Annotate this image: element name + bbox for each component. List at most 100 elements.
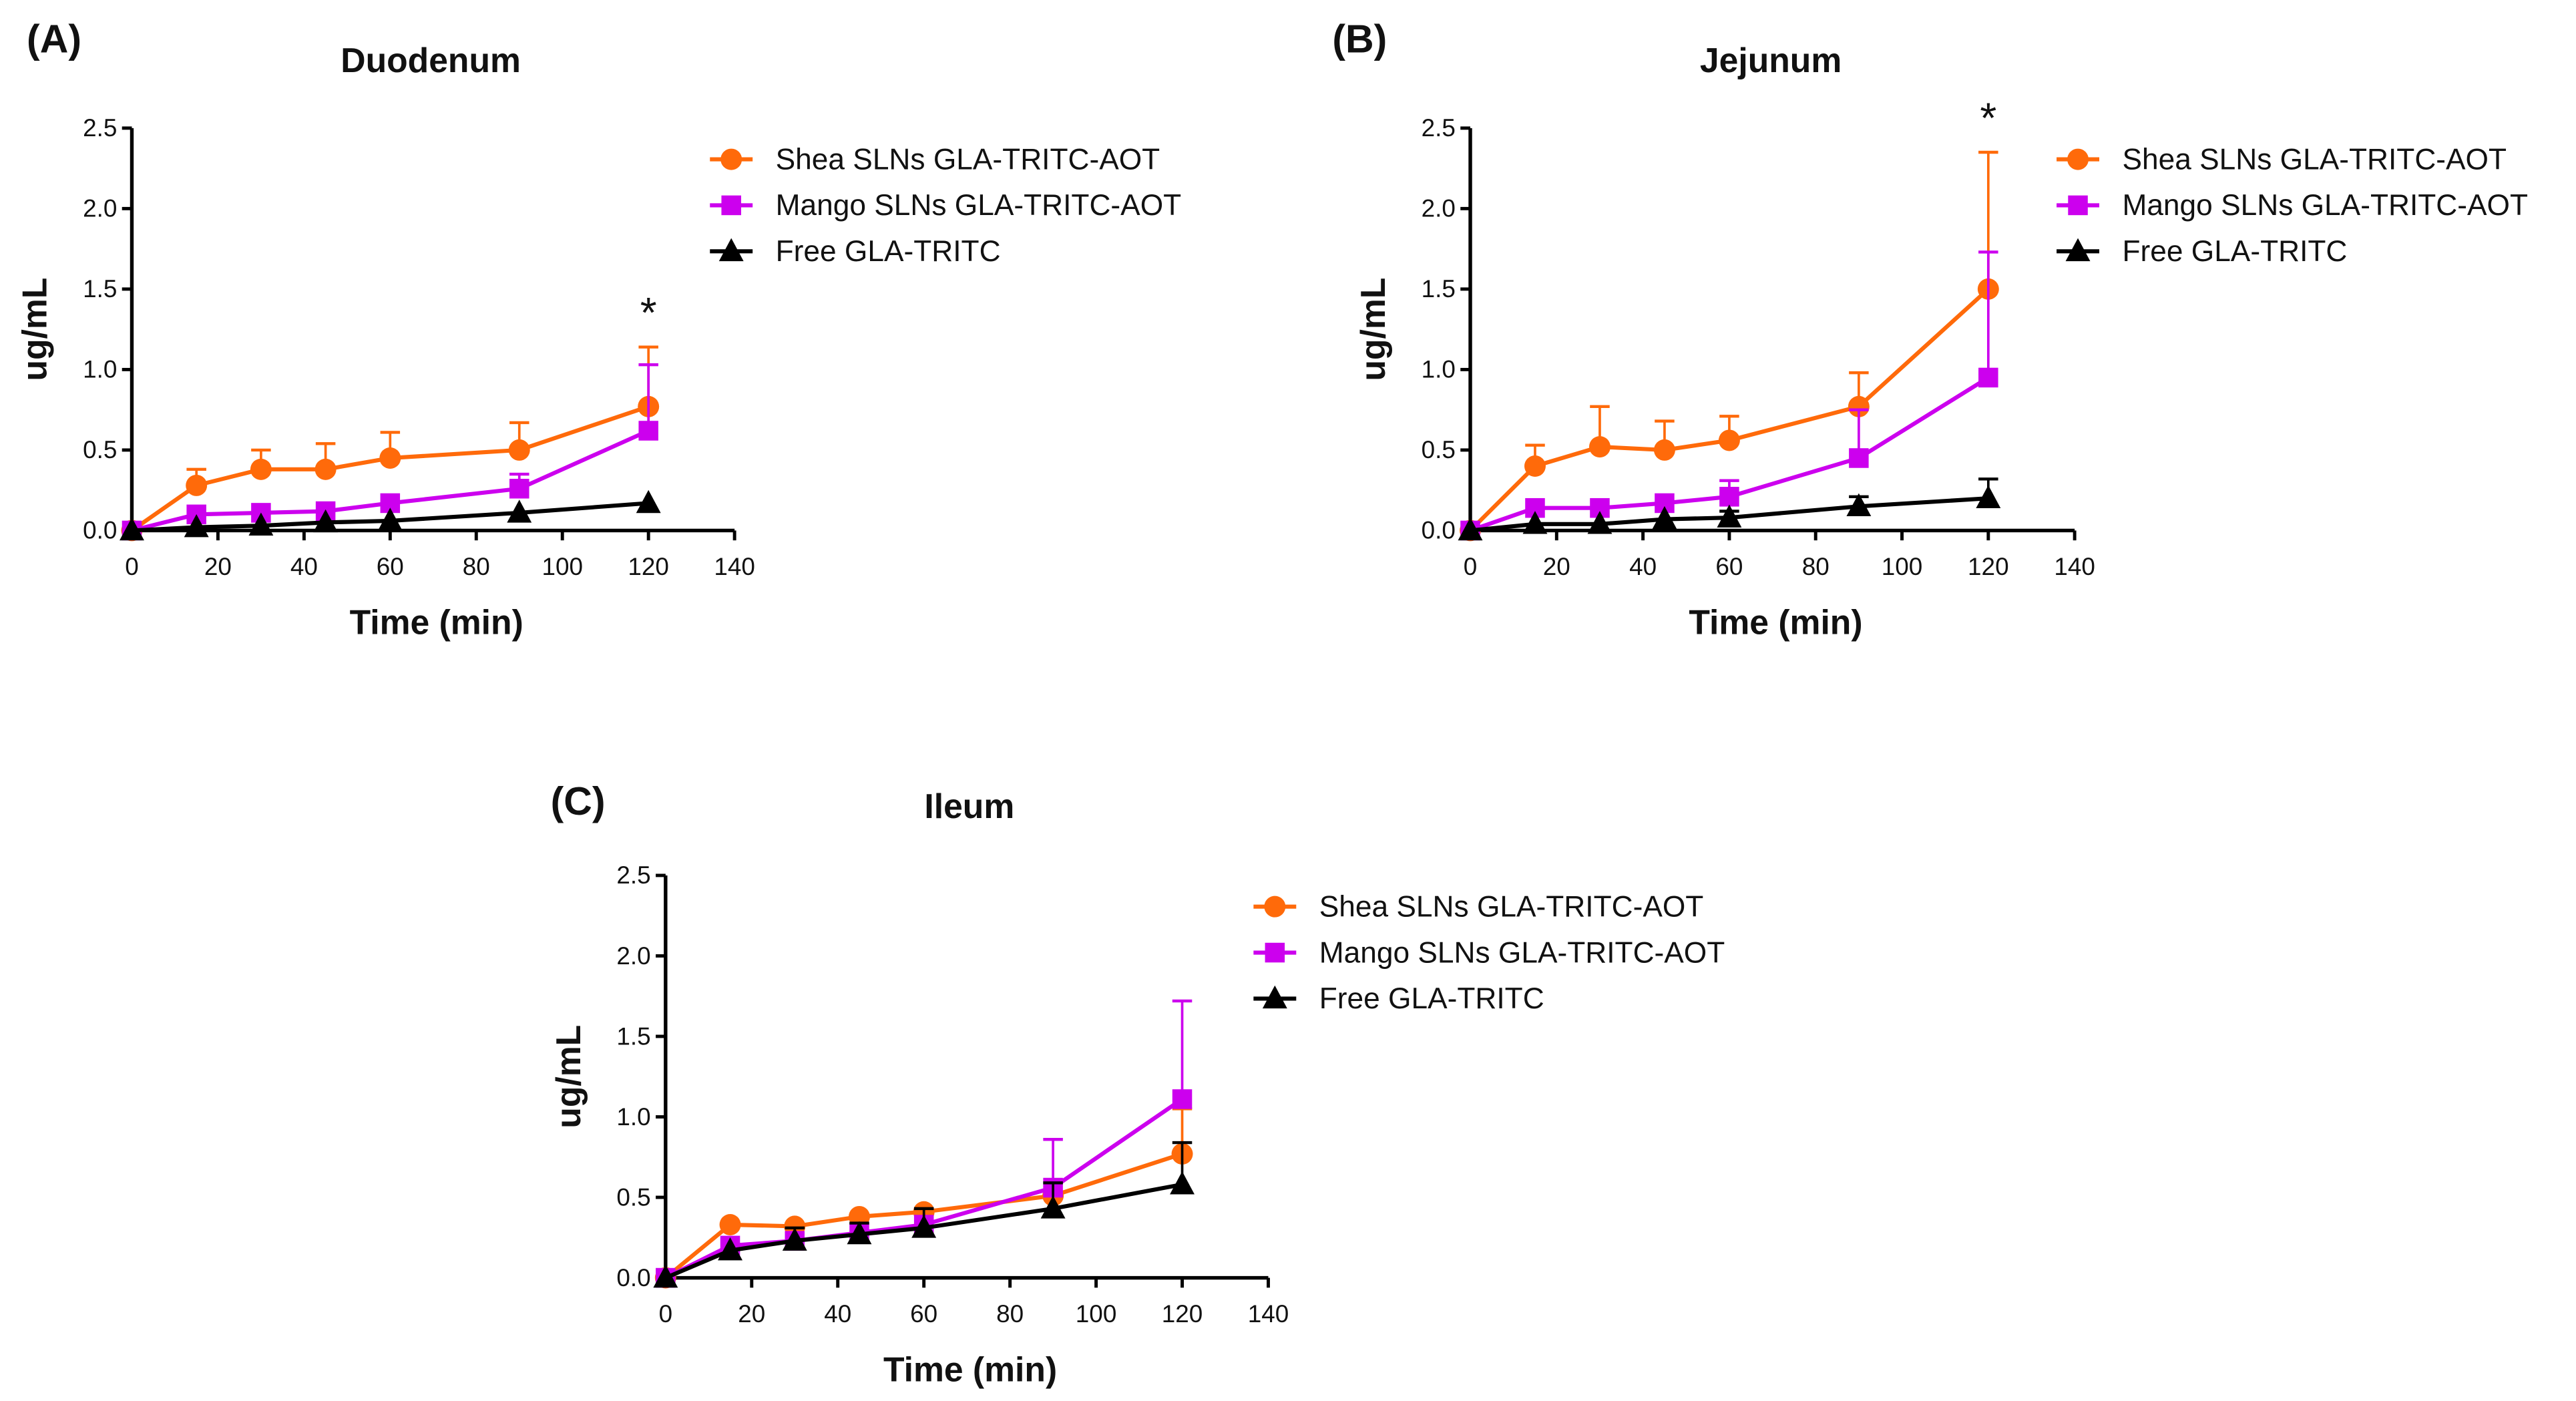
- data-point: [1458, 517, 1483, 541]
- data-point: [1587, 511, 1613, 534]
- data-point: [120, 517, 144, 541]
- series-mango: [656, 999, 1193, 1288]
- data-point: [1717, 504, 1742, 528]
- x-tick-label: 120: [1968, 553, 2009, 580]
- data-point: [847, 1221, 872, 1245]
- data-point: [653, 1264, 678, 1288]
- data-point: [1978, 367, 1998, 388]
- data-point: [719, 1214, 741, 1235]
- legend-marker: [718, 238, 744, 262]
- data-point: [1170, 1171, 1195, 1195]
- chart-title: Ileum: [924, 787, 1014, 825]
- y-tick-label: 0.5: [1422, 436, 1456, 463]
- data-point: [1849, 448, 1869, 468]
- x-tick-label: 60: [910, 1300, 937, 1328]
- x-tick-label: 140: [714, 553, 755, 580]
- series-free: [120, 489, 661, 541]
- legend-label: Shea SLNs GLA-TRITC-AOT: [1319, 890, 1704, 923]
- legend-label: Free GLA-TRITC: [1319, 982, 1544, 1015]
- x-tick-label: 20: [1543, 553, 1570, 580]
- legend-label: Free GLA-TRITC: [2122, 235, 2347, 268]
- data-point: [1524, 455, 1546, 477]
- x-tick-label: 40: [290, 553, 318, 580]
- data-point: [509, 479, 529, 499]
- chart-panel-jejunum: (B) Jejunum 0.0 0.5 1.0 1.5 2.0 2.5 0 20 40 60 80 100…: [1332, 17, 2528, 642]
- data-point: [782, 1227, 807, 1251]
- y-tick-label: 2.5: [616, 861, 650, 889]
- chart-panel-duodenum: (A) Duodenum 0.0 0.5 1.0 1.5 2.0 2.5 0 20 40 60 80 10…: [15, 17, 1182, 642]
- x-tick-label: 0: [1464, 553, 1478, 580]
- x-tick-label: 140: [1248, 1300, 1289, 1328]
- y-tick-label: 1.5: [83, 275, 117, 303]
- y-axis-label: ug/mL: [15, 278, 54, 381]
- x-tick-label: 20: [204, 553, 232, 580]
- data-point: [507, 499, 532, 523]
- data-point: [313, 509, 339, 533]
- chart-title: Jejunum: [1700, 41, 1842, 79]
- x-tick-label: 80: [1802, 553, 1830, 580]
- data-point: [1172, 1089, 1193, 1109]
- data-point: [1653, 439, 1675, 461]
- chart-title: Duodenum: [341, 41, 521, 79]
- legend-label: Free GLA-TRITC: [776, 235, 1001, 268]
- data-point: [508, 439, 530, 461]
- series-line: [664, 1097, 1184, 1280]
- data-point: [1652, 506, 1677, 530]
- legend-marker: [2065, 238, 2091, 262]
- significance-asterisk: *: [1980, 93, 1996, 142]
- x-axis-label: Time (min): [883, 1350, 1057, 1388]
- legend-label: Mango SLNs GLA-TRITC-AOT: [1319, 936, 1725, 969]
- x-tick-label: 20: [738, 1300, 765, 1328]
- y-tick-label: 0.0: [83, 517, 117, 544]
- legend-marker: [1265, 942, 1285, 963]
- y-tick-label: 2.5: [1422, 114, 1456, 142]
- data-point: [1848, 395, 1870, 417]
- legend-marker: [1264, 895, 1286, 918]
- data-point: [1976, 485, 2001, 508]
- data-point: [1718, 429, 1740, 451]
- panel-label: (C): [551, 779, 606, 823]
- x-tick-label: 100: [1076, 1300, 1117, 1328]
- y-tick-label: 1.0: [616, 1103, 650, 1131]
- y-tick-label: 1.0: [83, 356, 117, 383]
- y-tick-label: 1.0: [1422, 356, 1456, 383]
- data-point: [248, 512, 274, 536]
- data-point: [718, 1237, 742, 1261]
- y-tick-label: 1.5: [1422, 275, 1456, 303]
- data-point: [1040, 1195, 1066, 1219]
- data-point: [1588, 436, 1611, 458]
- significance-asterisk: *: [640, 288, 657, 337]
- data-point: [911, 1215, 937, 1238]
- legend-marker: [721, 195, 741, 216]
- x-axis-label: Time (min): [350, 602, 523, 641]
- x-axis-label: Time (min): [1689, 602, 1862, 641]
- y-tick-label: 0.5: [616, 1183, 650, 1211]
- x-tick-label: 0: [125, 553, 139, 580]
- x-tick-label: 120: [628, 553, 669, 580]
- data-point: [184, 514, 209, 538]
- y-tick-label: 0.0: [616, 1264, 650, 1291]
- data-point: [186, 474, 208, 496]
- legend-marker: [2068, 195, 2088, 216]
- y-tick-label: 1.5: [616, 1022, 650, 1050]
- y-tick-label: 0.0: [1422, 517, 1456, 544]
- chart-panel-ileum: (C) Ileum 0.0 0.5 1.0 1.5 2.0 2.5 0 20 40 60 80 100 12…: [549, 779, 1725, 1389]
- series-free: [653, 1141, 1195, 1288]
- data-point: [636, 489, 661, 514]
- x-tick-label: 140: [2054, 553, 2095, 580]
- series-mango: [1460, 250, 1998, 541]
- data-point: [314, 458, 337, 480]
- y-axis-label: ug/mL: [549, 1025, 588, 1129]
- legend-label: Mango SLNs GLA-TRITC-AOT: [2122, 189, 2528, 222]
- x-tick-label: 120: [1162, 1300, 1203, 1328]
- legend-label: Shea SLNs GLA-TRITC-AOT: [776, 143, 1160, 176]
- legend-label: Mango SLNs GLA-TRITC-AOT: [776, 189, 1182, 222]
- data-point: [1522, 511, 1548, 534]
- series-free: [1458, 477, 2001, 541]
- y-tick-label: 2.0: [83, 195, 117, 222]
- legend-marker: [2067, 148, 2089, 170]
- y-tick-label: 2.5: [83, 114, 117, 142]
- x-tick-label: 100: [542, 553, 583, 580]
- legend-marker: [720, 148, 742, 170]
